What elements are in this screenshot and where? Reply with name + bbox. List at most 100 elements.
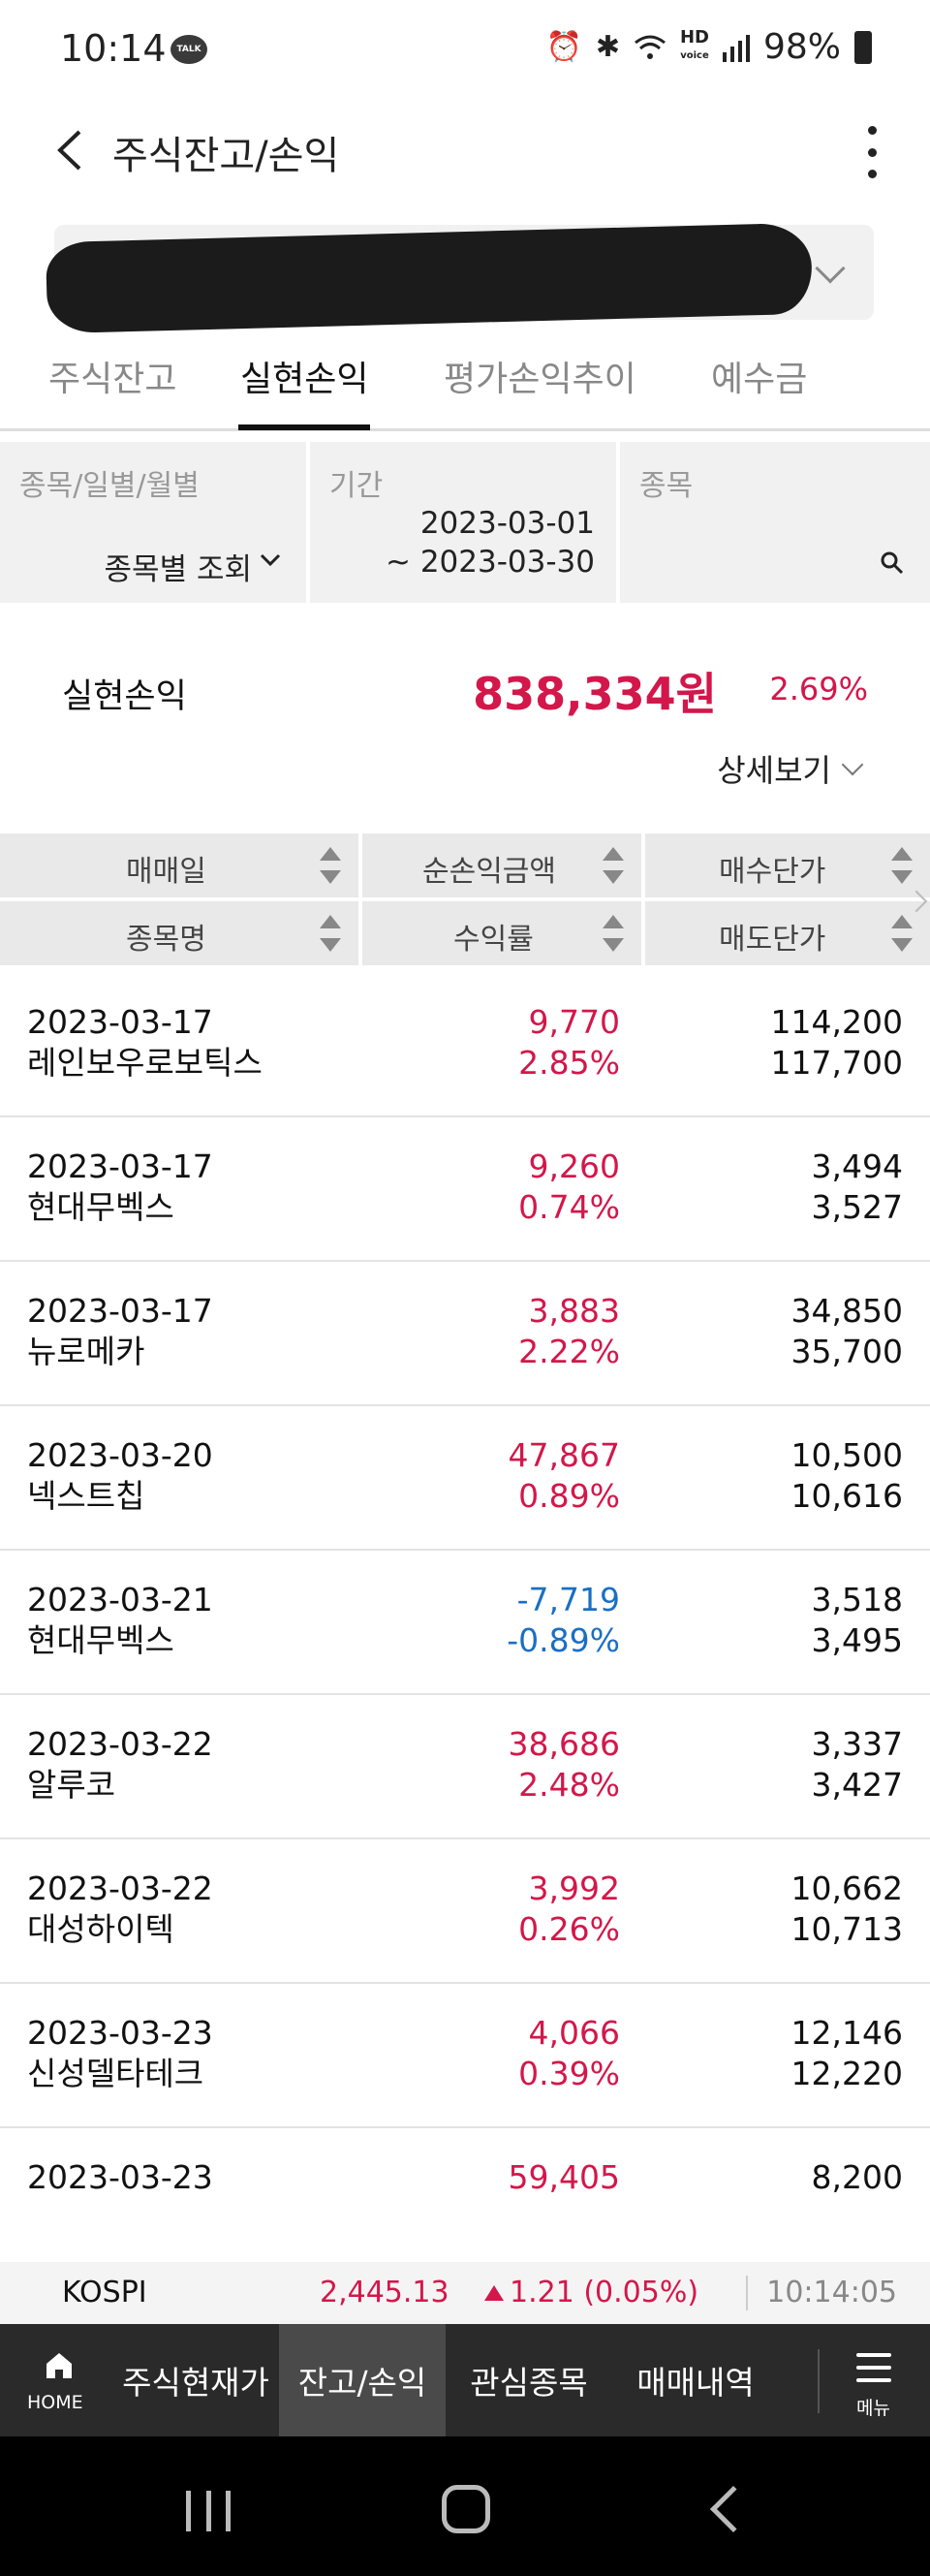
trade-date: 2023-03-22	[27, 1869, 213, 1907]
lookup-type-value: 종목별 조회	[104, 552, 252, 587]
buy-price: 3,518	[811, 1581, 903, 1618]
return-rate: 2.22%	[518, 1333, 620, 1370]
return-rate: 0.74%	[518, 1188, 620, 1226]
detail-view-button[interactable]: 상세보기	[717, 746, 864, 791]
back-icon[interactable]	[50, 128, 89, 173]
system-back-icon[interactable]	[709, 2485, 758, 2533]
lookup-type-filter[interactable]: 종목/일별/월별 종목별 조회	[0, 442, 306, 603]
sort-icon	[320, 847, 341, 884]
column-trade-date: 매매일	[126, 855, 206, 889]
redacted-account-mask	[45, 222, 814, 334]
nav-label: 매매내역	[636, 2364, 755, 2402]
table-row[interactable]: 2023-03-23 59,405 8,200	[0, 2128, 930, 2273]
trade-date: 2023-03-20	[27, 1436, 213, 1474]
bottom-navigation: HOME 주식현재가 잔고/손익 관심종목 매매내역 메뉴	[0, 2324, 930, 2436]
table-row[interactable]: 2023-03-21 현대무벡스 -7,719 -0.89% 3,518 3,4…	[0, 1551, 930, 1695]
sort-trade-date[interactable]: 매매일	[0, 833, 358, 897]
table-row[interactable]: 2023-03-20 넥스트칩 47,867 0.89% 10,500 10,6…	[0, 1406, 930, 1551]
sell-price: 12,220	[790, 2055, 903, 2092]
kakaotalk-icon: TALK	[170, 35, 207, 64]
table-row[interactable]: 2023-03-17 뉴로메카 3,883 2.22% 34,850 35,70…	[0, 1262, 930, 1406]
more-options-icon[interactable]	[862, 126, 882, 178]
net-profit: 38,686	[508, 1725, 620, 1763]
status-icons: ⏰ ✱ HD voice 98%	[545, 27, 872, 67]
status-bar: 10:14 TALK ⏰ ✱ HD voice 98%	[0, 0, 930, 97]
system-navigation-bar	[0, 2436, 930, 2576]
realized-profit-value: 838,334원	[473, 668, 717, 720]
return-rate: 0.26%	[518, 1910, 620, 1948]
stock-name: 넥스트칩	[27, 1477, 145, 1515]
tab-valuation-trend[interactable]: 평가손익추이	[444, 360, 636, 399]
sort-icon	[891, 847, 913, 884]
system-home-icon[interactable]	[442, 2485, 490, 2533]
table-header-row-2: 종목명 수익률 매도단가	[0, 901, 930, 965]
table-header: 매매일 순손익금액 매수단가 종목명 수익률 매도단가	[0, 833, 930, 971]
sell-price: 3,427	[811, 1766, 903, 1804]
nav-trade-history[interactable]: 매매내역	[612, 2324, 779, 2436]
tab-bar: 주식잔고 실현손익 평가손익추이 예수금	[0, 339, 930, 431]
sort-buy-price[interactable]: 매수단가	[645, 833, 930, 897]
index-name: KOSPI	[62, 2276, 147, 2309]
bluetooth-icon: ✱	[595, 30, 620, 64]
table-row[interactable]: 2023-03-17 레인보우로보틱스 9,770 2.85% 114,200 …	[0, 973, 930, 1117]
return-rate: 0.89%	[518, 1477, 620, 1515]
search-icon[interactable]	[880, 550, 905, 576]
nav-balance-profit[interactable]: 잔고/손익	[279, 2324, 446, 2436]
hamburger-menu-icon	[856, 2353, 891, 2382]
nav-stock-price[interactable]: 주식현재가	[112, 2324, 279, 2436]
stock-name: 신성델타테크	[27, 2055, 204, 2092]
buy-price: 114,200	[770, 1003, 903, 1041]
sort-net-profit[interactable]: 순손익금액	[362, 833, 641, 897]
chevron-down-icon	[260, 553, 281, 567]
realized-profit-label: 실현손익	[62, 677, 187, 716]
nav-watchlist[interactable]: 관심종목	[446, 2324, 612, 2436]
lookup-type-label: 종목/일별/월별	[19, 469, 200, 503]
buy-price: 3,494	[811, 1147, 903, 1185]
nav-home[interactable]: HOME	[0, 2324, 112, 2436]
nav-menu[interactable]: 메뉴	[820, 2324, 930, 2436]
sort-return-rate[interactable]: 수익률	[362, 901, 641, 965]
table-row[interactable]: 2023-03-17 현대무벡스 9,260 0.74% 3,494 3,527	[0, 1117, 930, 1262]
tab-deposit[interactable]: 예수금	[711, 360, 808, 399]
table-header-row-1: 매매일 순손익금액 매수단가	[0, 833, 930, 897]
battery-icon	[854, 30, 872, 64]
net-profit: 9,770	[528, 1003, 620, 1041]
trade-list: 2023-03-17 레인보우로보틱스 9,770 2.85% 114,200 …	[0, 973, 930, 2273]
sort-sell-price[interactable]: 매도단가	[645, 901, 930, 965]
return-rate: 2.48%	[518, 1766, 620, 1804]
stock-label: 종목	[639, 469, 694, 503]
battery-level: 98%	[762, 27, 841, 67]
stock-filter[interactable]: 종목	[620, 442, 930, 603]
table-row[interactable]: 2023-03-23 신성델타테크 4,066 0.39% 12,146 12,…	[0, 1984, 930, 2128]
stock-name: 현대무벡스	[27, 1621, 174, 1659]
index-change: 1.21 (0.05%)	[484, 2276, 698, 2309]
tab-realized-profit[interactable]: 실현손익	[240, 360, 369, 399]
period-filter[interactable]: 기간 2023-03-01 ~ 2023-03-30	[310, 442, 616, 603]
trade-date: 2023-03-17	[27, 1147, 213, 1185]
stock-name: 현대무벡스	[27, 1188, 174, 1226]
active-tab-indicator	[238, 424, 370, 430]
return-rate: -0.89%	[507, 1621, 620, 1659]
trade-date: 2023-03-22	[27, 1725, 213, 1763]
column-sell-price: 매도단가	[719, 923, 826, 957]
sell-price: 3,527	[811, 1188, 903, 1226]
table-row[interactable]: 2023-03-22 알루코 38,686 2.48% 3,337 3,427	[0, 1695, 930, 1839]
index-ticker[interactable]: KOSPI 2,445.13 1.21 (0.05%) 10:14:05	[0, 2262, 930, 2324]
chevron-down-icon	[815, 253, 846, 284]
index-time: 10:14:05	[766, 2276, 897, 2309]
account-selector[interactable]	[45, 222, 874, 334]
stock-name: 레인보우로보틱스	[27, 1044, 263, 1082]
table-row[interactable]: 2023-03-22 대성하이텍 3,992 0.26% 10,662 10,7…	[0, 1839, 930, 1984]
return-rate: 2.85%	[518, 1044, 620, 1082]
period-start: 2023-03-01	[419, 506, 595, 541]
period-label: 기간	[329, 469, 384, 503]
detail-view-label: 상세보기	[717, 752, 831, 789]
tab-stock-balance[interactable]: 주식잔고	[48, 360, 177, 399]
realized-summary: 실현손익 838,334원 2.69%	[0, 640, 930, 737]
home-label: HOME	[27, 2392, 83, 2413]
recent-apps-icon[interactable]	[186, 2491, 231, 2531]
net-profit: 3,992	[528, 1869, 620, 1907]
net-profit: 3,883	[528, 1292, 620, 1330]
sort-stock-name[interactable]: 종목명	[0, 901, 358, 965]
buy-price: 3,337	[811, 1725, 903, 1763]
